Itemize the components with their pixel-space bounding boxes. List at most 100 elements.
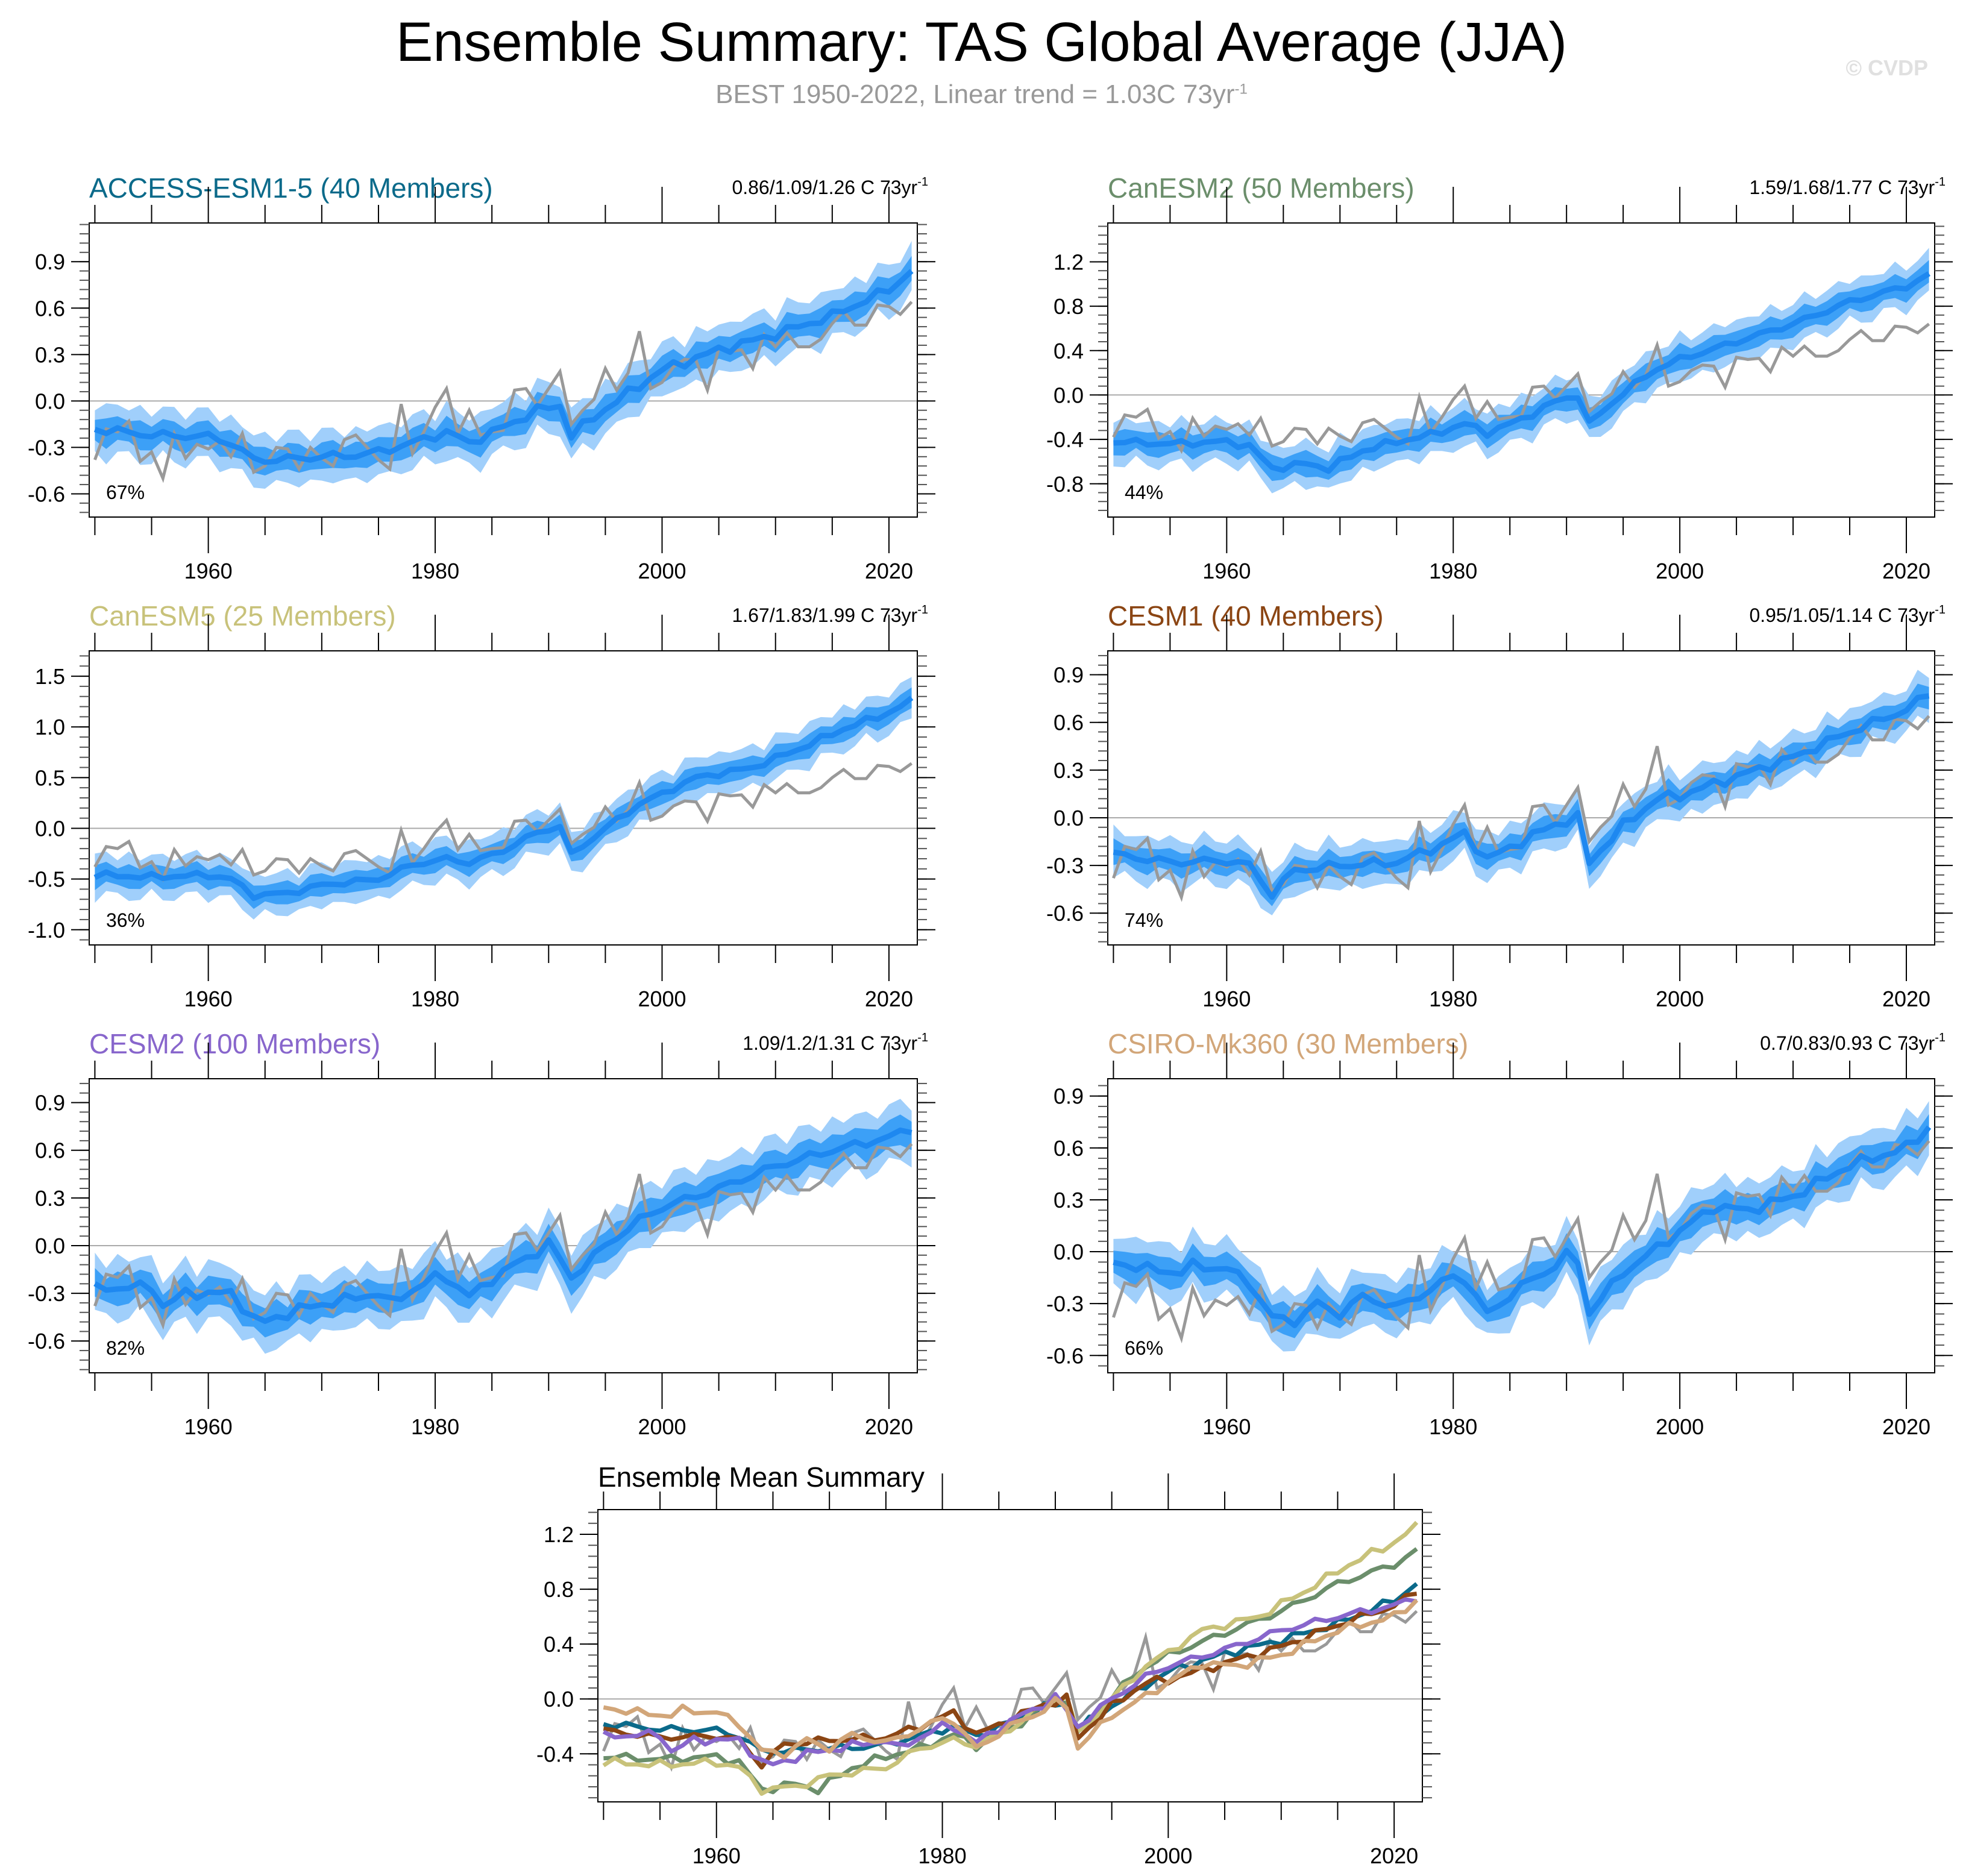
y-tick-label: 0.4 [544, 1632, 574, 1657]
x-tick-label: 1960 [1202, 987, 1251, 1011]
x-tick-label: 1980 [411, 559, 459, 583]
plot-area [93, 1099, 913, 1354]
y-tick-label: 0.0 [1054, 383, 1084, 407]
x-tick-label: 2000 [638, 559, 686, 583]
subtitle-text: BEST 1950-2022, Linear trend = 1.03C 73y… [715, 80, 1235, 109]
plot-area [1112, 1101, 1932, 1352]
percent-label: 67% [106, 482, 145, 503]
y-tick-label: -0.3 [28, 1281, 65, 1306]
y-tick-label: -0.3 [1046, 853, 1084, 878]
x-tick-label: 2000 [638, 987, 686, 1011]
x-tick-label: 1960 [693, 1843, 741, 1868]
outer-spread-band [1113, 670, 1929, 915]
y-tick-label: 1.2 [1054, 249, 1084, 274]
panel-title: CSIRO-Mk360 (30 Members) [1108, 1028, 1468, 1059]
plot-area [1112, 670, 1930, 915]
x-tick-label: 1980 [919, 1843, 967, 1868]
x-tick-label: 2020 [1882, 987, 1930, 1011]
plot-frame [1107, 222, 1935, 518]
y-tick-label: -0.3 [28, 435, 65, 460]
x-tick-label: 1980 [1429, 987, 1477, 1011]
plot-frame [89, 1078, 918, 1373]
y-tick-label: 0.9 [1054, 1084, 1084, 1109]
ensemble-mean-line [93, 695, 914, 902]
percent-label: 66% [1125, 1337, 1163, 1359]
plot-area [602, 1520, 1419, 1796]
outer-spread-band [95, 240, 912, 489]
ensemble-mean-line [1113, 693, 1930, 900]
panel-summary: Ensemble Mean Summary -0.4 0.0 0.4 0.8 1.2 196… [536, 1461, 1440, 1868]
y-tick-label: -0.3 [1046, 1291, 1084, 1316]
ensemble-mean-line [1113, 271, 1930, 474]
obs-line [93, 1143, 913, 1330]
plot-area [1112, 248, 1930, 494]
panel-title: CESM1 (40 Members) [1108, 600, 1384, 632]
y-tick-label: 1.5 [35, 664, 65, 689]
ensemble-mean-line [1113, 1125, 1932, 1329]
trend-superscript: -1 [917, 175, 928, 189]
x-tick-label: 2020 [865, 1414, 913, 1439]
plot-frame [89, 222, 918, 518]
y-tick-label: 0.6 [35, 1138, 65, 1163]
ensemble-mean-line [93, 1127, 912, 1324]
x-tick-label: 1960 [184, 987, 233, 1011]
y-tick-label: 0.0 [35, 389, 65, 413]
outer-spread-band [95, 1099, 912, 1354]
trend-superscript: -1 [917, 1031, 928, 1044]
panel-cesm1: CESM1 (40 Members) 0.95/1.05/1.14 C 73yr-… [1046, 600, 1953, 1011]
trend-superscript: -1 [1935, 603, 1946, 616]
panel-title: CanESM2 (50 Members) [1108, 172, 1415, 204]
x-tick-label: 1960 [1202, 559, 1251, 583]
ensemble-mean-line [93, 269, 914, 465]
y-tick-label: -0.5 [28, 867, 65, 892]
subtitle: BEST 1950-2022, Linear trend = 1.03C 73y… [0, 80, 1963, 110]
y-tick-label: 0.0 [1054, 1240, 1084, 1264]
panel-canesm2: CanESM2 (50 Members) 1.59/1.68/1.77 C 73y… [1046, 172, 1953, 583]
summary-line-cesm2 [602, 1597, 1418, 1767]
percent-label: 44% [1125, 482, 1163, 503]
trend-label: 0.7/0.83/0.93 C 73yr-1 [1760, 1031, 1946, 1054]
trend-superscript: -1 [1935, 1031, 1946, 1044]
y-tick-label: 0.9 [35, 1091, 65, 1115]
y-tick-label: 0.0 [544, 1687, 574, 1711]
x-tick-label: 1980 [411, 1414, 459, 1439]
x-tick-label: 2000 [1656, 559, 1704, 583]
y-tick-label: 0.3 [35, 342, 65, 367]
x-tick-label: 2020 [1882, 559, 1930, 583]
y-tick-label: 0.9 [35, 249, 65, 274]
plot-frame [597, 1509, 1423, 1802]
y-tick-label: 0.6 [1054, 711, 1084, 735]
y-tick-label: -0.8 [1046, 472, 1084, 497]
plot-frame [89, 650, 918, 946]
panel-title: ACCESS-ESM1-5 (40 Members) [89, 172, 493, 204]
panel-title: Ensemble Mean Summary [598, 1461, 925, 1493]
y-tick-label: 0.6 [1054, 1136, 1084, 1161]
inner-spread-band [95, 1114, 912, 1338]
y-tick-label: -0.6 [1046, 1343, 1084, 1368]
y-tick-label: 0.8 [544, 1577, 574, 1602]
y-tick-label: -0.6 [28, 1329, 65, 1354]
percent-label: 74% [1125, 909, 1163, 931]
obs-line [93, 762, 913, 883]
y-tick-label: 0.5 [35, 765, 65, 790]
panel-title: CESM2 (100 Members) [89, 1028, 380, 1059]
y-tick-label: -0.6 [28, 482, 65, 506]
trend-superscript: -1 [917, 603, 928, 616]
plot-frame [1107, 1078, 1935, 1373]
x-tick-label: 2000 [1656, 987, 1704, 1011]
x-tick-label: 1980 [411, 987, 459, 1011]
y-tick-label: -0.6 [1046, 901, 1084, 926]
y-tick-label: 1.0 [35, 715, 65, 739]
plot-area [93, 677, 914, 920]
trend-label: 1.59/1.68/1.77 C 73yr-1 [1749, 175, 1946, 198]
obs-line [93, 301, 913, 483]
panel-cesm2: CESM2 (100 Members) 1.09/1.2/1.31 C 73yr-… [28, 1028, 935, 1439]
y-tick-label: 0.3 [35, 1186, 65, 1211]
y-tick-label: -0.4 [536, 1742, 574, 1766]
y-tick-label: -0.4 [1046, 427, 1084, 452]
y-tick-label: 0.4 [1054, 339, 1084, 363]
y-tick-label: 0.3 [1054, 1188, 1084, 1212]
summary-line-canesm2 [603, 1547, 1418, 1796]
x-tick-label: 2020 [865, 559, 913, 583]
